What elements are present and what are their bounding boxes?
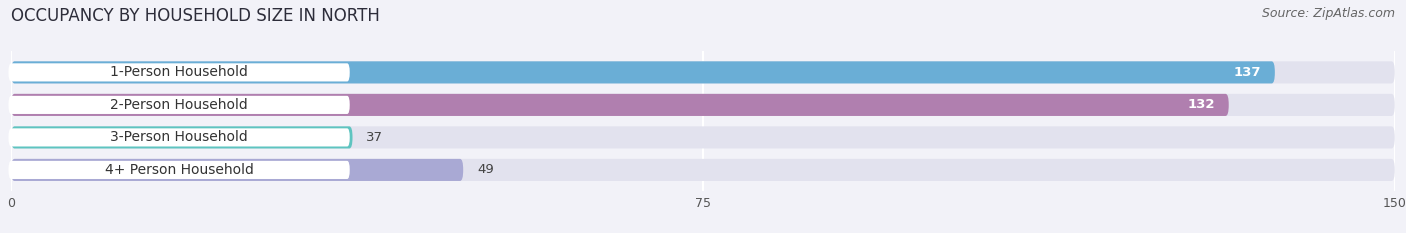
Text: 4+ Person Household: 4+ Person Household (104, 163, 253, 177)
Text: 132: 132 (1188, 98, 1215, 111)
Text: 3-Person Household: 3-Person Household (110, 130, 247, 144)
FancyBboxPatch shape (11, 126, 353, 148)
FancyBboxPatch shape (11, 159, 463, 181)
FancyBboxPatch shape (8, 63, 350, 82)
FancyBboxPatch shape (11, 61, 1275, 83)
Text: Source: ZipAtlas.com: Source: ZipAtlas.com (1261, 7, 1395, 20)
FancyBboxPatch shape (8, 161, 350, 179)
FancyBboxPatch shape (8, 128, 350, 147)
Text: 2-Person Household: 2-Person Household (110, 98, 247, 112)
FancyBboxPatch shape (11, 61, 1395, 83)
FancyBboxPatch shape (8, 96, 350, 114)
FancyBboxPatch shape (11, 94, 1229, 116)
Text: 37: 37 (367, 131, 384, 144)
FancyBboxPatch shape (11, 159, 1395, 181)
FancyBboxPatch shape (11, 94, 1395, 116)
Text: 137: 137 (1233, 66, 1261, 79)
Text: 1-Person Household: 1-Person Household (110, 65, 247, 79)
Text: OCCUPANCY BY HOUSEHOLD SIZE IN NORTH: OCCUPANCY BY HOUSEHOLD SIZE IN NORTH (11, 7, 380, 25)
FancyBboxPatch shape (11, 126, 1395, 148)
Text: 49: 49 (477, 163, 494, 176)
